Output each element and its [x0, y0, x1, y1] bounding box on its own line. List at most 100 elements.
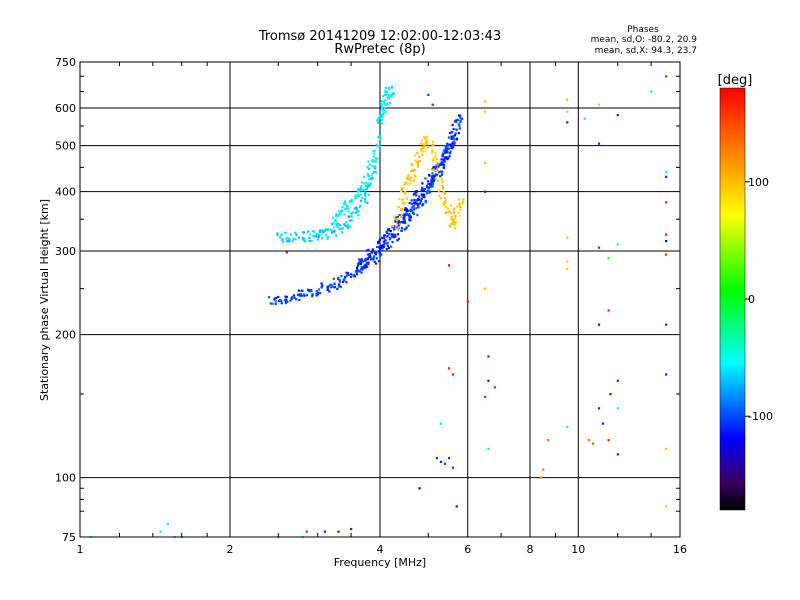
data-point	[381, 246, 384, 249]
data-point	[298, 294, 301, 297]
data-point	[453, 134, 457, 137]
data-point	[539, 476, 542, 479]
data-point	[441, 187, 445, 190]
data-point	[378, 145, 381, 148]
data-point	[384, 106, 387, 110]
data-point	[330, 222, 334, 226]
data-point	[424, 201, 427, 204]
data-point	[421, 182, 424, 185]
data-point	[380, 103, 383, 106]
data-point	[363, 182, 366, 185]
data-point	[446, 158, 449, 161]
y-tick-label: 500	[55, 140, 76, 153]
data-point	[294, 237, 297, 241]
data-point	[410, 169, 413, 173]
y-tick-label: 75	[62, 531, 76, 544]
data-point	[420, 189, 424, 193]
data-point	[390, 245, 393, 248]
data-point	[383, 234, 386, 237]
data-point	[547, 439, 550, 442]
data-point	[356, 193, 359, 197]
data-point	[372, 152, 376, 155]
x-tick-label: 6	[464, 543, 471, 556]
data-point	[432, 166, 435, 169]
data-point	[367, 160, 370, 163]
data-point	[331, 284, 334, 287]
data-point	[358, 269, 361, 272]
data-point	[439, 162, 442, 166]
data-point	[366, 166, 369, 169]
data-point	[398, 223, 401, 226]
data-point	[357, 261, 361, 264]
data-point	[421, 195, 424, 198]
data-point	[397, 206, 400, 209]
data-point	[383, 245, 386, 248]
data-point	[616, 453, 619, 456]
data-point	[440, 158, 443, 161]
data-point	[421, 204, 424, 207]
data-point	[302, 293, 306, 296]
data-point	[355, 271, 358, 274]
data-point	[443, 200, 446, 204]
data-point	[367, 248, 370, 251]
data-point	[426, 190, 429, 193]
data-point	[281, 237, 284, 241]
data-point	[451, 466, 455, 469]
data-point	[405, 208, 409, 211]
data-point	[444, 199, 448, 202]
data-point	[449, 152, 452, 155]
data-point	[367, 262, 370, 266]
data-point	[446, 207, 449, 210]
data-point	[390, 233, 393, 236]
data-point	[597, 103, 601, 106]
data-point	[424, 142, 427, 145]
data-point	[408, 217, 411, 220]
data-point	[345, 221, 348, 224]
data-point	[370, 178, 373, 181]
data-point	[437, 161, 440, 164]
data-point	[324, 234, 327, 237]
data-point	[310, 289, 313, 293]
data-point	[271, 302, 274, 305]
data-point	[290, 296, 294, 299]
data-point	[416, 202, 419, 205]
data-point	[341, 206, 344, 209]
data-point	[341, 231, 344, 234]
data-point	[431, 179, 435, 182]
data-point	[371, 177, 374, 180]
data-point	[409, 214, 412, 218]
data-point	[379, 246, 382, 249]
data-point	[347, 271, 350, 275]
data-point	[650, 90, 653, 93]
data-point	[439, 422, 443, 425]
data-point	[400, 227, 404, 230]
data-point	[378, 252, 382, 255]
data-point	[665, 373, 668, 376]
data-point	[597, 142, 601, 145]
data-point	[426, 186, 429, 189]
data-point	[346, 227, 350, 230]
data-point	[398, 197, 401, 201]
data-point	[440, 173, 444, 176]
data-point	[365, 249, 368, 252]
data-point	[443, 204, 446, 207]
data-point	[338, 279, 341, 282]
data-point	[411, 164, 414, 167]
data-point	[390, 85, 394, 88]
data-point	[298, 298, 301, 302]
data-point	[416, 152, 419, 155]
x-axis-ticks: 1 2 4 6 8 10 16	[77, 62, 687, 556]
data-point	[336, 214, 340, 217]
data-point	[346, 205, 349, 208]
data-point	[404, 181, 407, 184]
data-point	[337, 276, 340, 280]
data-point	[409, 182, 412, 185]
data-point	[413, 174, 416, 177]
data-point	[455, 221, 458, 224]
data-point	[391, 235, 394, 238]
data-point	[396, 215, 399, 219]
data-point	[391, 92, 394, 95]
data-point	[350, 198, 353, 201]
data-point	[404, 207, 407, 210]
data-point	[446, 151, 449, 154]
